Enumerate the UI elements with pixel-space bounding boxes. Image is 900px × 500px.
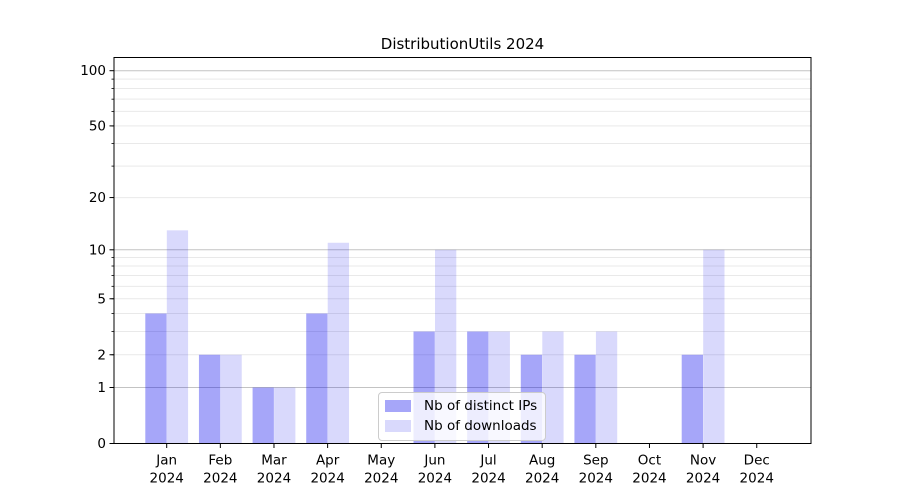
x-tick-label-month: Sep: [583, 453, 608, 469]
y-tick-label: 10: [89, 242, 106, 258]
x-tick-label-month: Mar: [261, 453, 287, 469]
bar-distinct-ips-mar: [252, 387, 274, 444]
x-tick-label-year: 2024: [471, 471, 505, 487]
chart-title: DistributionUtils 2024: [380, 35, 545, 53]
y-tick-label: 1: [97, 380, 106, 396]
bar-distinct-ips-sep: [574, 354, 596, 444]
y-tick-label: 20: [89, 190, 106, 206]
x-tick-label-year: 2024: [257, 471, 291, 487]
bar-downloads-apr: [327, 242, 350, 444]
x-tick-label-year: 2024: [686, 471, 720, 487]
x-tick-label-month: Aug: [529, 453, 555, 469]
legend: Nb of distinct IPs Nb of downloads: [378, 392, 546, 441]
bar-downloads-jan: [166, 230, 189, 444]
x-tick-label-month: May: [367, 453, 395, 469]
x-tick-label-year: 2024: [525, 471, 559, 487]
plot-border: [113, 57, 812, 444]
y-tick-label: 50: [89, 118, 106, 134]
x-tick-label-month: Apr: [316, 453, 340, 469]
y-tick-label: 0: [97, 436, 106, 452]
legend-item-downloads: Nb of downloads: [379, 416, 545, 436]
legend-label-distinct-ips: Nb of distinct IPs: [424, 398, 538, 414]
x-tick-label-year: 2024: [632, 471, 666, 487]
x-tick-label-year: 2024: [203, 471, 237, 487]
bar-distinct-ips-nov: [681, 354, 703, 444]
x-tick-label-month: Oct: [638, 453, 661, 469]
bar-downloads-feb: [220, 354, 242, 444]
legend-swatch-distinct-ips: [385, 400, 411, 412]
y-tick-label: 5: [97, 291, 106, 307]
y-tick-label: 100: [80, 63, 106, 79]
legend-swatch-downloads: [385, 420, 411, 432]
x-tick-label-year: 2024: [150, 471, 184, 487]
x-tick-label-year: 2024: [364, 471, 398, 487]
legend-label-downloads: Nb of downloads: [424, 418, 537, 434]
x-tick-label-year: 2024: [418, 471, 452, 487]
x-tick-label-year: 2024: [310, 471, 344, 487]
bar-downloads-nov: [703, 249, 725, 444]
x-tick-label-month: Jul: [479, 453, 496, 469]
bar-downloads-aug: [542, 331, 564, 444]
x-tick-label-year: 2024: [740, 471, 774, 487]
bar-downloads-mar: [274, 387, 296, 444]
x-tick-label-month: Nov: [690, 453, 716, 469]
x-tick-label-month: Feb: [208, 453, 232, 469]
bar-distinct-ips-apr: [306, 313, 328, 444]
bar-distinct-ips-feb: [198, 354, 221, 444]
bar-downloads-sep: [595, 331, 618, 444]
x-tick-label-year: 2024: [579, 471, 613, 487]
x-tick-label-month: Jun: [423, 453, 445, 469]
bar-distinct-ips-jan: [145, 313, 167, 444]
legend-item-distinct-ips: Nb of distinct IPs: [379, 396, 545, 416]
x-tick-label-month: Dec: [744, 453, 770, 469]
x-tick-label-month: Jan: [155, 453, 177, 469]
y-tick-label: 2: [97, 347, 106, 363]
